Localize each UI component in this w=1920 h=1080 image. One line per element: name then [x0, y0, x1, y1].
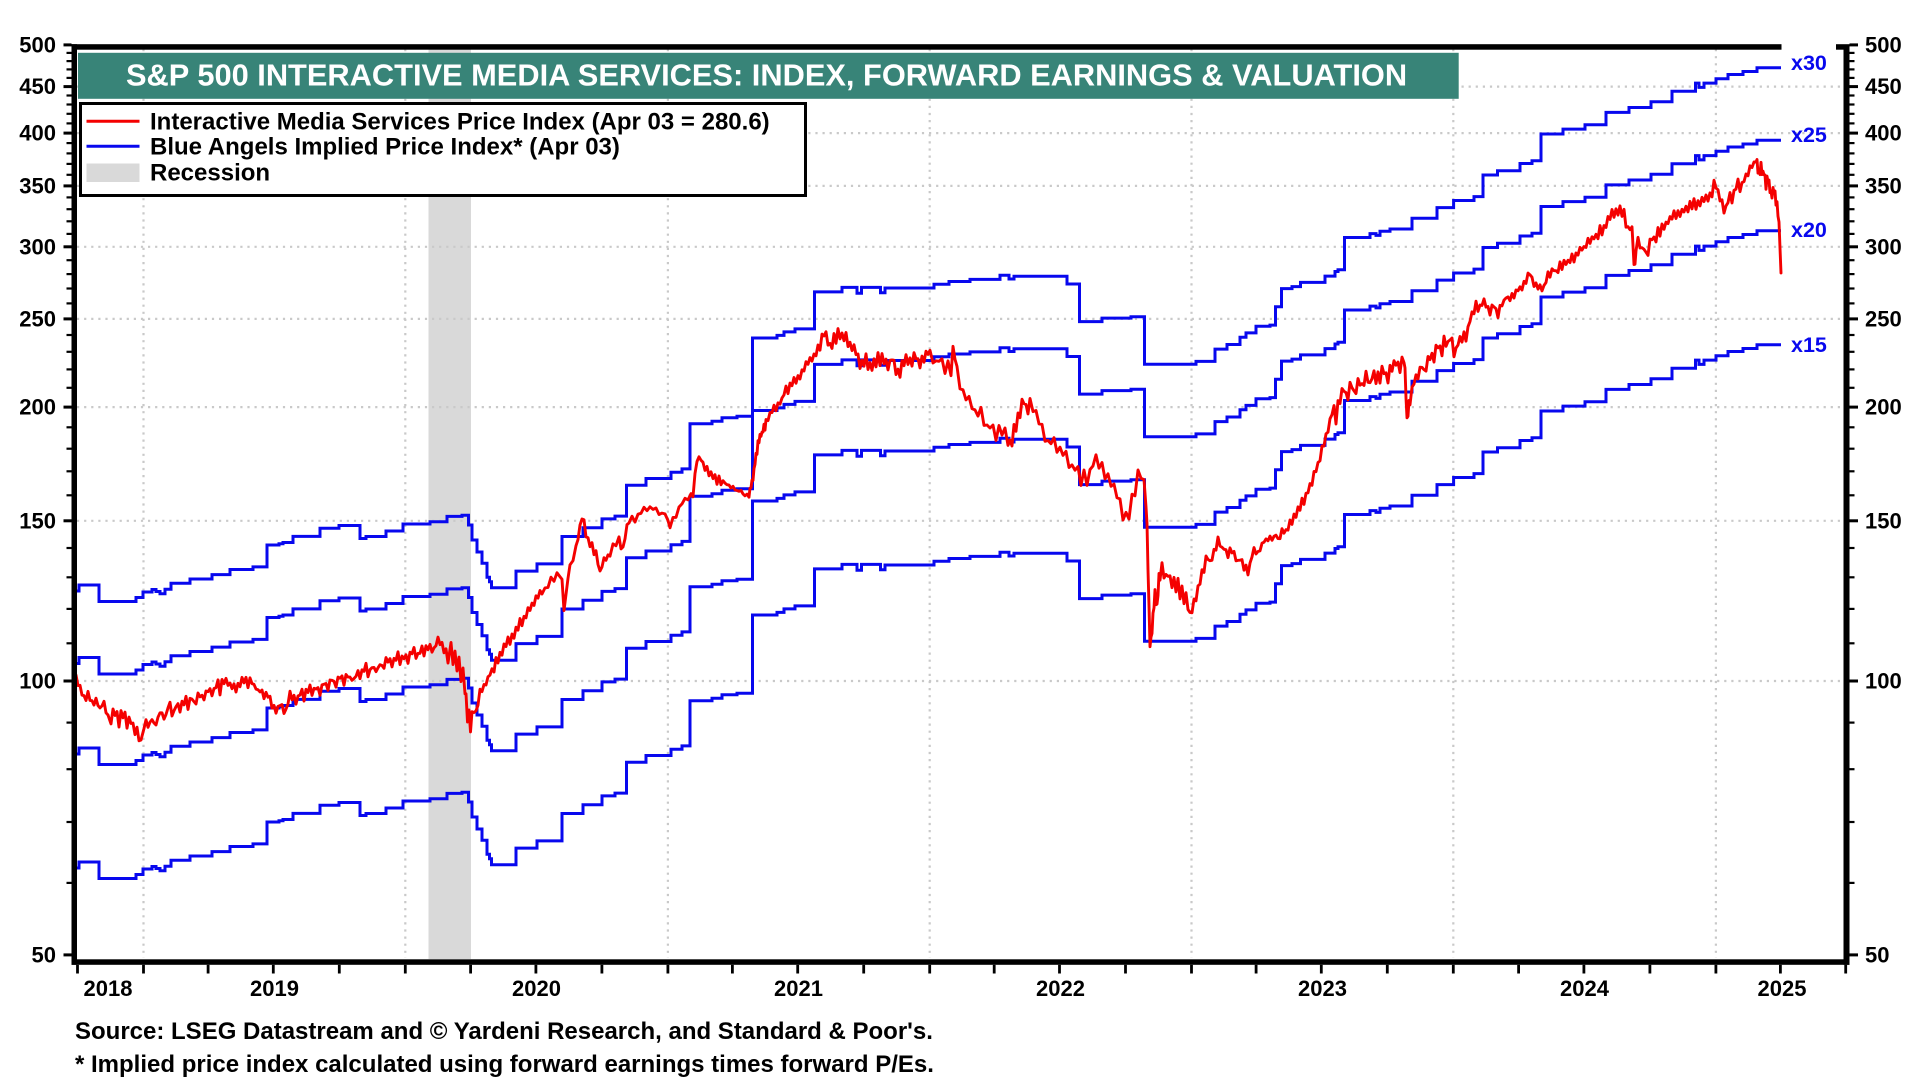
svg-text:50: 50: [1865, 942, 1889, 967]
svg-text:Recession: Recession: [150, 160, 270, 187]
svg-text:x15: x15: [1791, 333, 1827, 357]
svg-text:450: 450: [1865, 74, 1902, 99]
svg-text:150: 150: [1865, 508, 1902, 533]
svg-text:x20: x20: [1791, 218, 1827, 242]
svg-text:300: 300: [19, 234, 56, 259]
svg-text:200: 200: [19, 395, 56, 420]
svg-text:300: 300: [1865, 234, 1902, 259]
svg-text:* Implied price index calculat: * Implied price index calculated using f…: [75, 1051, 934, 1078]
svg-text:2022: 2022: [1036, 976, 1085, 1001]
svg-text:400: 400: [1865, 121, 1902, 146]
svg-text:2018: 2018: [84, 976, 133, 1001]
svg-text:350: 350: [19, 173, 56, 198]
svg-text:2019: 2019: [250, 976, 299, 1001]
svg-text:Source: LSEG Datastream and ©: Source: LSEG Datastream and © Yardeni Re…: [75, 1018, 933, 1045]
svg-text:100: 100: [19, 669, 56, 694]
svg-text:2021: 2021: [774, 976, 823, 1001]
svg-text:2023: 2023: [1298, 976, 1347, 1001]
svg-text:100: 100: [1865, 669, 1902, 694]
svg-text:450: 450: [19, 74, 56, 99]
svg-text:200: 200: [1865, 395, 1902, 420]
svg-text:x30: x30: [1791, 51, 1827, 75]
svg-text:Blue Angels Implied Price Inde: Blue Angels Implied Price Index* (Apr 03…: [150, 133, 620, 160]
svg-text:350: 350: [1865, 173, 1902, 198]
svg-text:2024: 2024: [1560, 976, 1610, 1001]
svg-text:500: 500: [19, 32, 56, 57]
svg-text:x25: x25: [1791, 123, 1827, 147]
svg-text:500: 500: [1865, 32, 1902, 57]
svg-text:400: 400: [19, 121, 56, 146]
svg-text:2025: 2025: [1758, 976, 1807, 1001]
svg-text:250: 250: [19, 306, 56, 331]
svg-text:150: 150: [19, 508, 56, 533]
svg-text:Interactive Media Services Pri: Interactive Media Services Price Index (…: [150, 109, 770, 136]
svg-text:2020: 2020: [512, 976, 561, 1001]
svg-text:250: 250: [1865, 306, 1902, 331]
svg-text:S&P 500 INTERACTIVE MEDIA SERV: S&P 500 INTERACTIVE MEDIA SERVICES: INDE…: [126, 58, 1407, 93]
svg-text:50: 50: [32, 942, 56, 967]
